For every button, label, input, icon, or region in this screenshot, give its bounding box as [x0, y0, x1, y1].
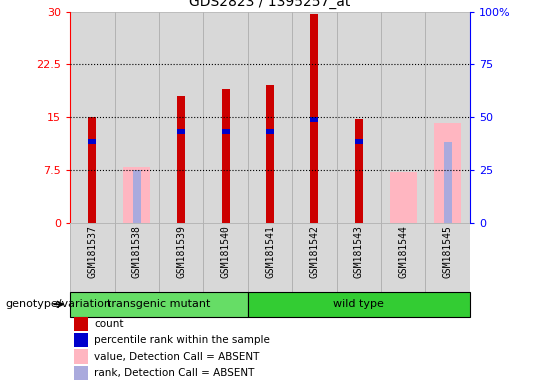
Text: genotype/variation: genotype/variation: [5, 299, 111, 310]
Bar: [114, 223, 159, 292]
Bar: [336, 223, 381, 292]
Text: transgenic mutant: transgenic mutant: [107, 299, 211, 310]
Text: GSM181543: GSM181543: [354, 225, 364, 278]
Bar: [114, 12, 159, 223]
Text: GSM181542: GSM181542: [309, 225, 319, 278]
Bar: [204, 223, 248, 292]
Text: wild type: wild type: [333, 299, 384, 310]
Text: GSM181545: GSM181545: [443, 225, 453, 278]
Bar: [434, 123, 461, 223]
Bar: [292, 12, 336, 223]
Bar: [74, 333, 88, 348]
Bar: [248, 223, 292, 292]
Bar: [89, 139, 97, 144]
Bar: [426, 223, 470, 292]
Bar: [74, 366, 88, 380]
Bar: [89, 117, 97, 223]
Bar: [204, 12, 248, 223]
Bar: [70, 292, 248, 317]
Bar: [266, 86, 274, 223]
Bar: [221, 129, 229, 134]
Title: GDS2823 / 1395257_at: GDS2823 / 1395257_at: [190, 0, 350, 9]
Bar: [310, 14, 319, 223]
Bar: [177, 96, 185, 223]
Bar: [381, 223, 426, 292]
Bar: [221, 89, 229, 223]
Bar: [426, 12, 470, 223]
Text: GSM181538: GSM181538: [132, 225, 142, 278]
Bar: [390, 172, 416, 223]
Text: GSM181544: GSM181544: [398, 225, 408, 278]
Text: GSM181537: GSM181537: [87, 225, 97, 278]
Bar: [133, 170, 141, 223]
Text: GSM181540: GSM181540: [221, 225, 231, 278]
Text: GSM181539: GSM181539: [176, 225, 186, 278]
Bar: [70, 12, 114, 223]
Text: GSM181541: GSM181541: [265, 225, 275, 278]
Bar: [292, 223, 336, 292]
Bar: [381, 12, 426, 223]
Bar: [355, 119, 363, 223]
Bar: [266, 129, 274, 134]
Bar: [159, 223, 204, 292]
Bar: [70, 223, 114, 292]
Bar: [177, 129, 185, 134]
Bar: [74, 349, 88, 364]
Bar: [336, 12, 381, 223]
Bar: [248, 12, 292, 223]
Bar: [248, 292, 470, 317]
Bar: [310, 117, 319, 122]
Bar: [74, 317, 88, 331]
Text: percentile rank within the sample: percentile rank within the sample: [94, 335, 270, 345]
Text: value, Detection Call = ABSENT: value, Detection Call = ABSENT: [94, 352, 260, 362]
Text: rank, Detection Call = ABSENT: rank, Detection Call = ABSENT: [94, 368, 254, 378]
Bar: [159, 12, 204, 223]
Bar: [355, 139, 363, 144]
Text: count: count: [94, 319, 124, 329]
Bar: [443, 142, 451, 223]
Bar: [124, 167, 150, 223]
